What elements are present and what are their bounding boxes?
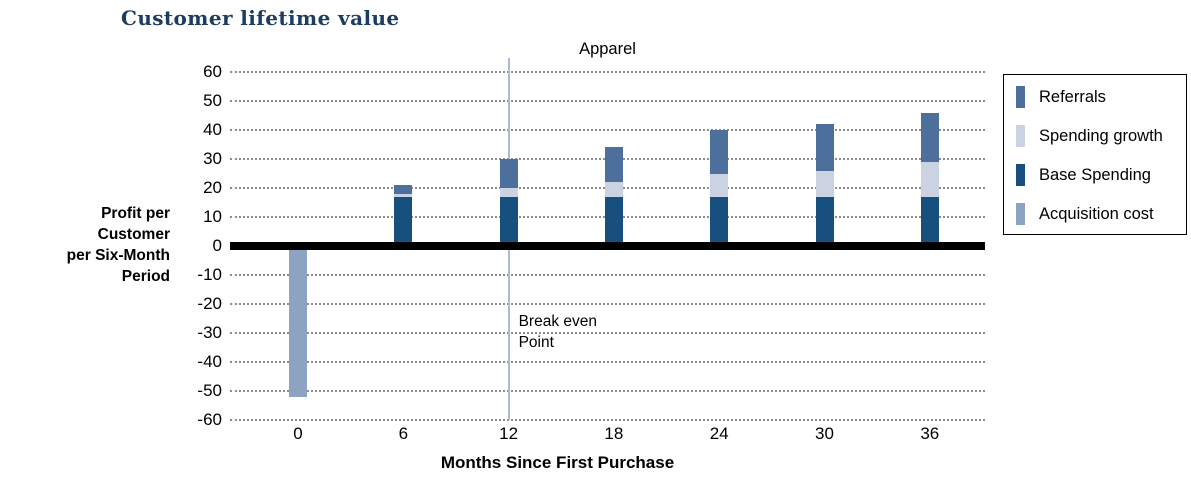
x-axis-label: Months Since First Purchase <box>440 453 675 472</box>
gridline-y-60 <box>230 419 985 421</box>
bar-spending-growth-month-12 <box>499 188 518 197</box>
x-tick-label: 6 <box>398 424 409 443</box>
legend-label: Spending growth <box>1039 126 1163 145</box>
legend-label: Base Spending <box>1039 165 1151 184</box>
breakeven-annotation: Break even Point <box>519 311 597 353</box>
x-tick-label: 36 <box>920 424 940 443</box>
x-tick-label: 30 <box>815 424 834 443</box>
legend-item-spending-growth: Spending growth <box>1016 124 1163 148</box>
breakeven-annotation-line: Break even <box>518 313 598 330</box>
y-axis-label-line: per Six-Month <box>66 247 170 264</box>
legend-item-referrals: Referrals <box>1016 85 1106 109</box>
bar-spending-growth-month-24 <box>710 173 729 197</box>
bar-spending-growth-month-6 <box>394 193 413 197</box>
bar-spending-growth-month-18 <box>604 182 623 197</box>
legend-label: Acquisition cost <box>1039 204 1154 223</box>
referrals-swatch-icon <box>1016 86 1025 108</box>
y-tick-label: -20 <box>197 294 222 313</box>
y-axis-label-line: Period <box>121 268 170 285</box>
bar-referrals-month-18 <box>604 147 623 183</box>
legend-item-base-spending: Base Spending <box>1016 163 1151 187</box>
bar-referrals-month-12 <box>499 159 518 188</box>
y-tick-label: 0 <box>212 236 222 255</box>
x-tick-label: 0 <box>293 424 303 443</box>
bar-referrals-month-24 <box>710 130 729 174</box>
gridline-y-30 <box>230 332 985 334</box>
gridline-y-20 <box>230 303 985 305</box>
bar-spending-growth-month-30 <box>815 170 834 197</box>
acquisition-cost-swatch-icon <box>1016 203 1025 225</box>
y-tick-label: 10 <box>203 207 222 226</box>
bar-spending-growth-month-36 <box>920 161 939 197</box>
page-title: Customer lifetime value <box>121 6 400 30</box>
y-tick-label: -40 <box>197 352 222 371</box>
spending-growth-swatch-icon <box>1016 125 1025 147</box>
bar-acquisition-cost-month-0 <box>289 246 307 397</box>
y-tick-label: -50 <box>197 381 222 400</box>
y-tick-label: 40 <box>203 120 222 139</box>
bar-base-spending-month-24 <box>710 196 729 246</box>
bar-base-spending-month-30 <box>815 196 834 246</box>
bar-base-spending-month-6 <box>394 196 413 246</box>
y-tick-label: 20 <box>203 178 222 197</box>
legend: Referrals Spending growth Base Spending … <box>1003 74 1187 235</box>
gridline-y-50 <box>230 390 985 392</box>
bar-base-spending-month-36 <box>920 196 939 246</box>
bar-referrals-month-36 <box>920 112 939 162</box>
y-tick-label: 30 <box>203 149 222 168</box>
y-axis-label-line: Profit per <box>101 205 170 222</box>
x-tick-label: 24 <box>709 424 729 443</box>
gridline-y60 <box>230 71 985 73</box>
zero-axis-line <box>230 242 985 250</box>
y-tick-label: -30 <box>197 323 222 342</box>
x-tick-label: 12 <box>499 424 519 443</box>
legend-label: Referrals <box>1039 87 1106 106</box>
y-tick-label: 60 <box>203 62 222 81</box>
gridline-y-10 <box>230 274 985 276</box>
y-axis-label-line: Customer <box>97 226 170 243</box>
breakeven-annotation-line: Point <box>518 334 554 351</box>
gridline-y40 <box>230 129 985 131</box>
bar-referrals-month-6 <box>394 185 413 194</box>
gridline-y-40 <box>230 361 985 363</box>
y-tick-label: -60 <box>197 410 222 429</box>
chart-title: Apparel <box>579 40 636 58</box>
y-tick-label: -10 <box>197 265 222 284</box>
base-spending-swatch-icon <box>1016 164 1025 186</box>
legend-item-acquisition-cost: Acquisition cost <box>1016 202 1154 226</box>
gridline-y50 <box>230 100 985 102</box>
bar-base-spending-month-18 <box>604 196 623 246</box>
bar-referrals-month-30 <box>815 124 834 171</box>
x-tick-label: 18 <box>604 424 624 443</box>
y-tick-label: 50 <box>203 91 222 110</box>
y-axis-label: Profit per Customer per Six-Month Period <box>20 203 170 287</box>
bar-base-spending-month-12 <box>499 196 518 246</box>
